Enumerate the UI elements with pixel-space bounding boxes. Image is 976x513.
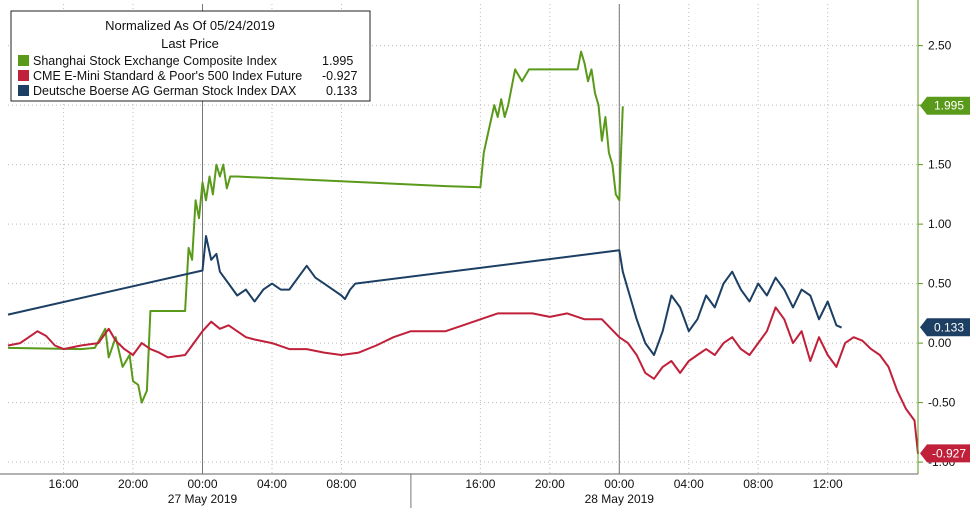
x-tick-label: 00:00 — [187, 477, 217, 491]
x-tick-label: 08:00 — [326, 477, 356, 491]
series-line-sp500 — [7, 306, 919, 454]
legend-label-sp500: CME E-Mini Standard & Poor's 500 Index F… — [33, 69, 302, 83]
y-tick-label: 0.50 — [928, 277, 952, 291]
last-value-badge-shape — [920, 444, 970, 463]
last-value-badge-label: -0.927 — [932, 446, 966, 460]
legend-value-shanghai: 1.995 — [322, 54, 353, 68]
y-tick-label: 0.00 — [928, 336, 952, 350]
y-tick-label: 1.50 — [928, 158, 952, 172]
x-tick-label: 20:00 — [118, 477, 148, 491]
series-line-dax — [7, 235, 843, 356]
last-value-badge-shape — [920, 318, 970, 337]
legend-label-dax: Deutsche Boerse AG German Stock Index DA… — [33, 84, 297, 98]
x-tick-label: 12:00 — [813, 477, 843, 491]
legend-label-shanghai: Shanghai Stock Exchange Composite Index — [33, 54, 278, 68]
x-tick-label: 16:00 — [465, 477, 495, 491]
last-value-badge-label: 1.995 — [934, 99, 964, 113]
x-date-label: 27 May 2019 — [168, 492, 238, 506]
x-tick-label: 20:00 — [535, 477, 565, 491]
y-tick-label: 1.00 — [928, 217, 952, 231]
x-date-label: 28 May 2019 — [585, 492, 655, 506]
x-tick-label: 08:00 — [743, 477, 773, 491]
last-value-badge-label: 0.133 — [934, 320, 964, 334]
legend-swatch-sp500 — [18, 70, 29, 81]
legend-value-sp500: -0.927 — [322, 69, 357, 83]
y-tick-label: -0.50 — [928, 396, 956, 410]
last-value-badge-sp500: -0.927 — [920, 444, 970, 463]
legend: Normalized As Of 05/24/2019 Last Price S… — [10, 10, 371, 102]
legend-swatch-shanghai — [18, 55, 29, 66]
chart-title: Normalized As Of 05/24/2019 — [105, 18, 275, 33]
y-tick-label: 2.50 — [928, 39, 952, 53]
x-tick-label: 04:00 — [257, 477, 287, 491]
x-tick-label: 00:00 — [604, 477, 634, 491]
x-tick-label: 16:00 — [49, 477, 79, 491]
last-value-badge-shape — [920, 96, 970, 115]
chart-subtitle: Last Price — [161, 36, 219, 51]
legend-swatch-dax — [18, 85, 29, 96]
last-value-badge-dax: 0.133 — [920, 318, 970, 337]
series-line-shanghai — [7, 50, 624, 404]
last-value-badge-shanghai: 1.995 — [920, 96, 970, 115]
legend-value-dax: 0.133 — [326, 84, 357, 98]
x-tick-label: 04:00 — [674, 477, 704, 491]
